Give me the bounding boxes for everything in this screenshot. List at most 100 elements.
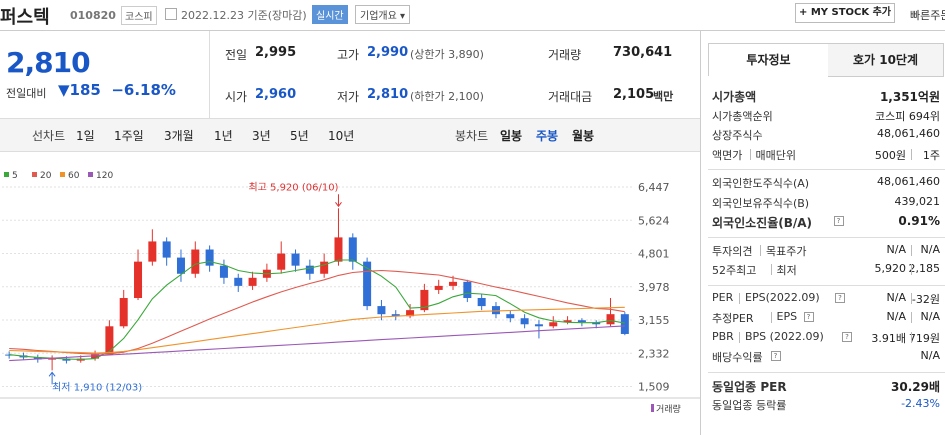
info-label: 동일업종 PER <box>712 379 787 394</box>
period-tab[interactable]: 10년 <box>328 129 355 143</box>
candle-body <box>62 358 71 361</box>
info-label: 추정PER <box>712 312 754 325</box>
y-tick-label: 6,447 <box>638 181 670 194</box>
info-label: 상장주식수 <box>712 129 763 142</box>
change-pct: −6.18% <box>111 81 176 99</box>
candle-body <box>520 318 529 325</box>
help-icon[interactable]: ? <box>770 351 781 361</box>
section-rule <box>708 371 945 373</box>
period-tab[interactable]: 1주일 <box>114 129 144 143</box>
period-tab[interactable]: 1년 <box>214 129 233 143</box>
section-rule <box>708 236 945 238</box>
panel-divider <box>700 31 701 435</box>
period-tab[interactable]: 1일 <box>76 129 95 143</box>
mystock-button[interactable]: + MY STOCK 추가 <box>795 3 895 23</box>
info-value: 코스피 694위 <box>875 109 940 123</box>
chart: 1,509 2,332 3,155 3,978 4,801 5,624 6,447 5 20 60… <box>0 171 700 415</box>
period-tab[interactable]: 3년 <box>252 129 271 143</box>
info-row: 동일업종 PER 30.29배 <box>712 378 942 397</box>
stat-value: 2,810 <box>367 87 409 102</box>
overview-button[interactable]: 기업개요 ▾ <box>355 5 411 24</box>
stat-label: 시가 <box>225 90 248 104</box>
info-value: N/A <box>886 290 906 304</box>
info-value: 439,021 <box>894 194 941 208</box>
period-tab[interactable]: 5년 <box>290 129 309 143</box>
info-value: 500원 <box>874 148 906 162</box>
candle-body <box>234 277 243 286</box>
candle-body <box>248 277 257 286</box>
candle-body <box>577 320 586 323</box>
y-tick-label: 4,801 <box>638 248 670 261</box>
candle-body <box>563 320 572 323</box>
separator <box>739 331 740 343</box>
help-icon[interactable]: ? <box>842 331 852 342</box>
info-row: 시가총액 1,351억원 <box>712 88 942 107</box>
section-rule <box>708 169 945 170</box>
period-tab[interactable]: 주봉 <box>536 129 559 143</box>
candle-body <box>320 261 329 274</box>
candle-body <box>191 249 200 274</box>
stat-label: 거래대금 <box>548 90 593 104</box>
period-tab[interactable]: 3개월 <box>164 129 194 143</box>
candle-body <box>291 253 300 266</box>
info-value: 2,185 <box>908 262 941 275</box>
stat-unit: 백만 <box>653 90 674 103</box>
legend-label: 5 <box>12 171 18 181</box>
candle-body <box>134 261 143 299</box>
info-row: 52주최고 최저 5,920 2,185 <box>712 262 942 281</box>
y-tick-label: 2,332 <box>638 347 670 360</box>
info-value: N/A <box>920 349 940 362</box>
info-value: N/A <box>920 310 940 323</box>
quick-order[interactable]: 빠른주문 <box>910 9 945 22</box>
candle-body <box>491 306 500 315</box>
info-label: 최저 <box>776 264 797 277</box>
help-icon[interactable]: ? <box>833 216 844 226</box>
info-value: -32원 <box>911 292 940 306</box>
candle-body <box>620 314 629 334</box>
info-value: 30.29배 <box>891 379 940 394</box>
chart-nav <box>0 118 700 152</box>
legend-swatch <box>4 172 9 177</box>
date-value: 2022.12.23 <box>181 9 244 22</box>
info-value: 719원 <box>908 331 940 345</box>
info-row: 외국인소진율(B/A)? 0.91% <box>712 214 942 233</box>
stat-note: (하한가 2,100) <box>410 90 484 103</box>
info-value: N/A <box>886 310 906 323</box>
info-value: 48,061,460 <box>877 127 940 140</box>
period-tab[interactable]: 일봉 <box>500 129 523 143</box>
candle-body <box>205 249 214 266</box>
separator <box>770 312 772 323</box>
candle-body <box>176 257 185 274</box>
info-value: -2.43% <box>901 397 940 410</box>
candle-body <box>162 241 171 258</box>
price: 2,810 <box>6 46 91 79</box>
info-row: PER EPS(2022.09)? N/A -32원 <box>712 291 942 310</box>
info-label: PBR <box>712 329 734 343</box>
info-row: 외국인보유주식수(B) 439,021 <box>712 195 942 214</box>
panel-tab[interactable]: 호가 10단계 <box>828 43 944 77</box>
help-icon[interactable]: ? <box>835 292 845 303</box>
candle-body <box>334 237 343 262</box>
info-value: N/A <box>886 242 906 256</box>
separator <box>760 244 761 256</box>
stat-value: 2,105 <box>613 87 655 102</box>
legend-swatch <box>32 172 37 177</box>
candle-body <box>119 298 128 327</box>
realtime-badge[interactable]: 실시간 <box>312 5 348 24</box>
panel-tab[interactable]: 투자정보 <box>708 43 829 76</box>
stat-value: 2,960 <box>255 87 297 102</box>
candle-body <box>48 358 57 360</box>
moving-average <box>9 325 625 362</box>
volume-label: 거래량 <box>656 403 681 415</box>
info-label: EPS <box>776 310 798 323</box>
help-icon[interactable]: ? <box>803 312 814 322</box>
period-tab[interactable]: 월봉 <box>572 129 595 143</box>
change-label: 전일대비 <box>6 87 47 100</box>
stat-label: 저가 <box>337 90 360 104</box>
info-value: 0.91% <box>898 214 940 228</box>
info-row: 배당수익률? N/A <box>712 349 942 368</box>
candle-body <box>305 265 314 274</box>
info-row: 상장주식수 48,061,460 <box>712 127 942 146</box>
stock-name: 퍼스텍 <box>0 7 50 28</box>
